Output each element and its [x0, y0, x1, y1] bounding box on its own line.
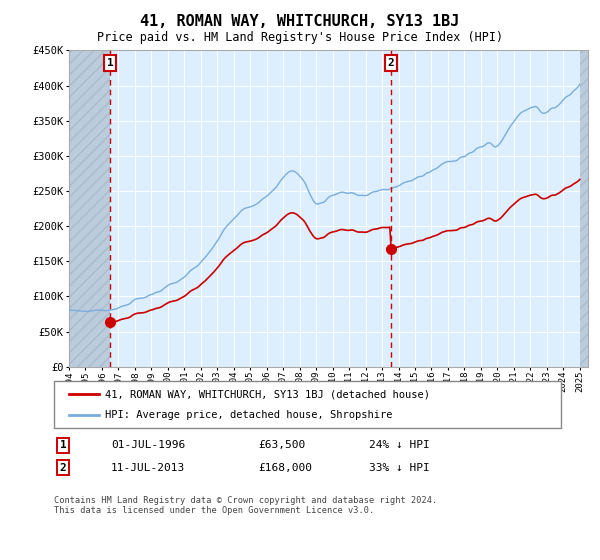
- Text: 41, ROMAN WAY, WHITCHURCH, SY13 1BJ (detached house): 41, ROMAN WAY, WHITCHURCH, SY13 1BJ (det…: [105, 389, 430, 399]
- Text: HPI: Average price, detached house, Shropshire: HPI: Average price, detached house, Shro…: [105, 410, 392, 420]
- Text: 1: 1: [59, 440, 67, 450]
- Bar: [69, 50, 110, 367]
- Text: 1: 1: [107, 58, 113, 68]
- Bar: [580, 50, 588, 367]
- Text: £63,500: £63,500: [258, 440, 305, 450]
- Text: 33% ↓ HPI: 33% ↓ HPI: [369, 463, 430, 473]
- Text: £168,000: £168,000: [258, 463, 312, 473]
- Text: Price paid vs. HM Land Registry's House Price Index (HPI): Price paid vs. HM Land Registry's House …: [97, 31, 503, 44]
- Text: 11-JUL-2013: 11-JUL-2013: [111, 463, 185, 473]
- Text: 2: 2: [59, 463, 67, 473]
- Text: 01-JUL-1996: 01-JUL-1996: [111, 440, 185, 450]
- Text: 24% ↓ HPI: 24% ↓ HPI: [369, 440, 430, 450]
- Text: 2: 2: [388, 58, 394, 68]
- Text: Contains HM Land Registry data © Crown copyright and database right 2024.
This d: Contains HM Land Registry data © Crown c…: [54, 496, 437, 515]
- Text: 41, ROMAN WAY, WHITCHURCH, SY13 1BJ: 41, ROMAN WAY, WHITCHURCH, SY13 1BJ: [140, 14, 460, 29]
